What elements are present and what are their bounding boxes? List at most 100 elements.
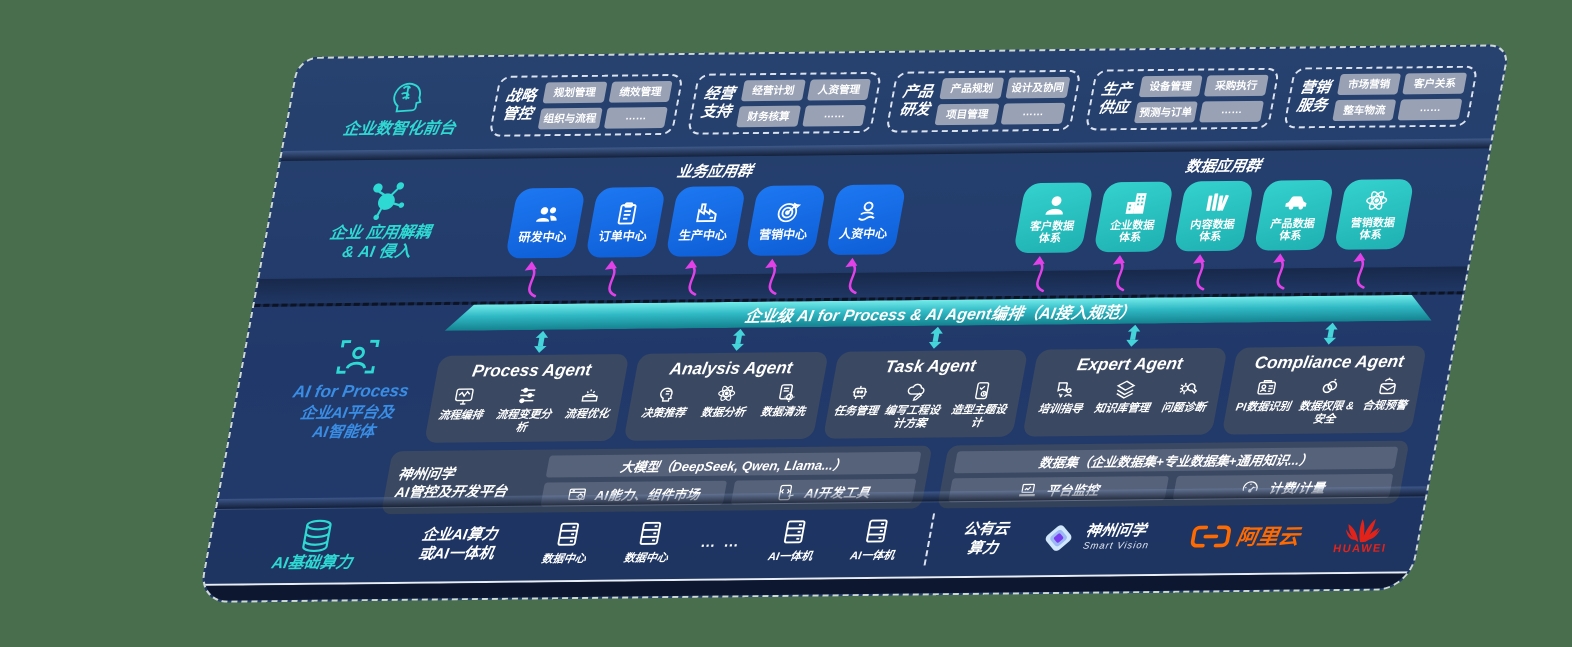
sliders-icon: [515, 385, 540, 406]
ai-process-title: AI for Process: [291, 380, 411, 402]
agent-item: 流程变更分析: [488, 385, 562, 435]
ai-process-layer: 企业级 AI for Process & AI Agent编排（AI接入规范） …: [219, 294, 1463, 515]
front-group-title: 营销 服务: [1295, 79, 1332, 115]
agent-item: 流程优化: [564, 384, 615, 421]
app-box-label: 订单中心: [597, 229, 649, 244]
agent-title: Process Agent: [470, 360, 593, 381]
data-box-content: 内容数据 体系: [1173, 180, 1255, 291]
stack-sparkle-icon: [578, 384, 603, 405]
chip: 预测与订单: [1133, 100, 1199, 123]
monitor-wave-icon: [452, 385, 477, 406]
chip: 产品规划: [939, 77, 1005, 99]
front-group-supply: 生产 供应 设备管理 采购执行 预测与订单 ……: [1084, 67, 1280, 131]
compute-rail: AI基础算力: [235, 518, 395, 574]
chip: 采购执行: [1204, 74, 1269, 96]
agent-item: 问题诊断: [1160, 378, 1211, 415]
huawei-flower-icon: [1340, 515, 1387, 543]
data-box-customer: 客户数据 体系: [1013, 182, 1095, 293]
teacher-icon: [1051, 379, 1076, 400]
app-box-label: 人资中心: [837, 226, 889, 242]
head-brain-icon: [379, 74, 431, 118]
agent-card-task: Task Agent 任务管理 编写工程设计方案: [822, 349, 1029, 440]
server-icon: [552, 520, 585, 548]
data-box-product: 产品数据 体系: [1253, 179, 1335, 290]
chip: 设备管理: [1138, 74, 1203, 97]
agent-card-expert: Expert Agent 培训指导 知识库管理: [1022, 347, 1228, 437]
chip: ……: [603, 106, 669, 129]
target-icon: [772, 199, 803, 225]
team-icon: [531, 201, 562, 227]
chip: 组织与流程: [537, 107, 603, 129]
cloud-pen-icon: [903, 381, 928, 402]
data-app-group: 数据应用群 客户数据 体系 企业数据 体系: [1010, 151, 1420, 293]
link-arrow-icon: [1321, 322, 1340, 345]
agent-item-label: 流程编排: [437, 409, 484, 422]
sv-logo-name: 神州问学: [1084, 522, 1148, 541]
agent-title: Expert Agent: [1075, 354, 1185, 375]
data-box-label: 营销数据 体系: [1349, 216, 1396, 242]
agent-title: Analysis Agent: [668, 358, 795, 379]
business-app-boxes: 研发中心 订单中心 生产中心: [504, 184, 907, 298]
server-icon: [860, 517, 893, 545]
server-ai-appliance-2: AI一体机: [830, 517, 921, 564]
books-icon: [1201, 189, 1232, 215]
front-group-title: 经营 支持: [699, 85, 737, 121]
agent-cards: Process Agent 流程编排 流程变更分析: [423, 345, 1427, 444]
doc-gear-icon: [774, 382, 799, 403]
app-box-label: 营销中心: [757, 227, 809, 243]
chip: 财务核算: [736, 105, 801, 127]
app-box-rd-center: 研发中心: [504, 187, 586, 298]
chip: 市场营销: [1336, 72, 1402, 95]
agent-item-label: 知识库管理: [1093, 402, 1151, 415]
dataset-bar: 数据集（企业数据集+专业数据集+通用知识...）: [953, 446, 1399, 474]
molecule-icon: [360, 177, 412, 221]
agent-item-label: 流程优化: [563, 408, 611, 421]
alibaba-logo-name: 阿里云: [1234, 525, 1302, 550]
atom-icon: [1362, 187, 1393, 213]
agent-item: 数据清洗: [760, 382, 811, 419]
agent-title: Compliance Agent: [1253, 351, 1406, 373]
app-layer-label: 企业 应用解耦 & AI 侵入: [328, 224, 433, 262]
agent-item: 流程编排: [437, 385, 488, 422]
data-app-boxes: 客户数据 体系 企业数据 体系 内容数据 体系: [1013, 179, 1415, 293]
agent-item: 任务管理: [833, 381, 884, 418]
model-bar-label: 大模型（DeepSeek, Qwen, Llama...）: [619, 457, 848, 475]
front-group-product: 产品 研发 产品规划 设计及协同 项目管理 ……: [885, 69, 1082, 133]
agent-item-label: 数据清洗: [759, 405, 806, 419]
orchestration-banner-text: 企业级 AI for Process & AI Agent编排（AI接入规范）: [743, 304, 1137, 326]
link-arrow-icon: [532, 330, 551, 353]
agent-item: 数据分析: [700, 383, 751, 420]
agent-card-analysis: Analysis Agent 决策推荐 数据分析: [623, 351, 829, 442]
front-group-chips: 产品规划 设计及协同 项目管理 ……: [935, 76, 1071, 125]
smart-vision-logo: 神州问学 Smart Vision: [1037, 519, 1154, 556]
data-group-title: 数据应用群: [1183, 157, 1263, 176]
business-group-title: 业务应用群: [675, 163, 754, 181]
ali-brackets-icon: [1188, 523, 1233, 549]
link-arrow-icon: [926, 326, 945, 349]
robot-icon: [847, 381, 872, 402]
agent-item-label: 问题诊断: [1160, 401, 1207, 415]
chip: 客户关系: [1402, 72, 1468, 94]
agent-item-label: 编写工程设计方案: [883, 404, 941, 430]
person-icon: [1041, 190, 1072, 216]
clipboard-icon: [612, 200, 643, 226]
public-cloud-label: 公有云 算力: [962, 520, 1011, 558]
agent-item: PI数据识别: [1235, 377, 1296, 414]
agent-item-label: 合规预警: [1361, 399, 1408, 413]
tablet-check-icon: [970, 380, 995, 401]
front-group-title: 生产 供应: [1096, 81, 1134, 117]
front-group-title: 产品 研发: [898, 83, 935, 119]
digital-front-layer: 企业数智化前台 战略 管控 规划管理 绩效管理 组织与流程 …… 经营 支持 经…: [283, 46, 1508, 151]
link-arrow-icon: [1124, 324, 1143, 347]
front-group-chips: 经营计划 人资管理 财务核算 ……: [736, 78, 872, 127]
alibaba-cloud-logo: 阿里云: [1188, 521, 1303, 552]
chip: 经营计划: [741, 79, 806, 101]
server-ai-appliance-1: AI一体机: [748, 517, 839, 564]
ellipsis-text: … …: [699, 532, 743, 551]
model-bar: 大模型（DeepSeek, Qwen, Llama...）: [545, 451, 922, 478]
agent-item: 合规预警: [1361, 376, 1412, 413]
hr-people-icon: [852, 198, 883, 224]
front-group-chips: 规划管理 绩效管理 组织与流程 ……: [537, 80, 673, 129]
link-arrows-row: [440, 322, 1431, 354]
